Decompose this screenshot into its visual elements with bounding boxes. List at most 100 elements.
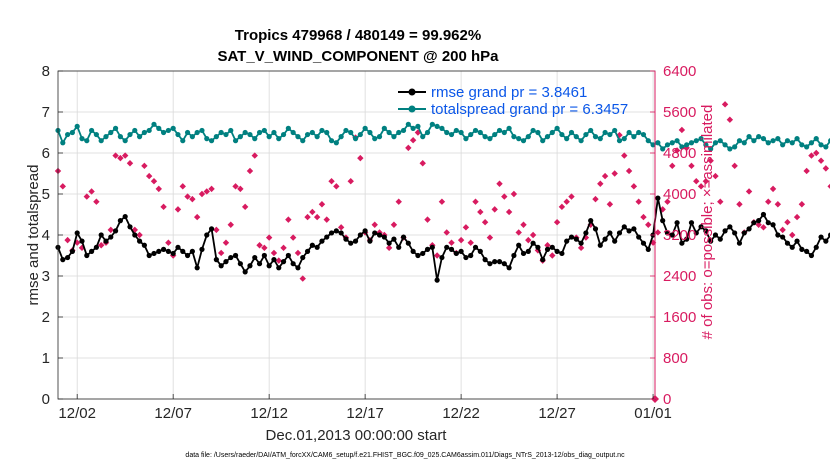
left-tick-label-1: 1: [42, 350, 50, 367]
totalspread-point-86: [468, 131, 474, 138]
rmse-point-114: [602, 236, 608, 242]
totalspread-point-72: [400, 127, 407, 134]
totalspread-point-69: [386, 129, 392, 136]
rmse-point-153: [789, 244, 795, 250]
obs-point-127: [664, 198, 671, 205]
totalspread-point-133: [693, 138, 699, 144]
rmse-point-129: [674, 220, 680, 226]
right-tick-label-2: 1600: [663, 309, 696, 326]
totalspread-point-141: [732, 144, 738, 150]
totalspread-point-56: [324, 129, 330, 136]
x-tick-label-6: 01/01: [634, 405, 672, 422]
totalspread-point-110: [583, 131, 589, 138]
totalspread-point-2: [64, 131, 71, 138]
obs-point-59: [337, 224, 345, 231]
obs-point-29: [193, 213, 201, 221]
rmse-point-14: [122, 213, 128, 220]
rmse-point-56: [324, 234, 330, 240]
rmse-point-93: [501, 261, 507, 267]
rmse-point-107: [568, 234, 575, 240]
obs-point-14: [121, 152, 129, 159]
rmse-point-137: [712, 232, 719, 238]
obs-point-115: [606, 201, 614, 208]
rmse-point-36: [228, 254, 234, 261]
totalspread-point-94: [506, 125, 512, 131]
rmse-point-147: [760, 211, 767, 218]
chart-title-line1: Tropics 479968 / 480149 = 99.962%: [235, 27, 481, 44]
obs-point-1: [59, 183, 66, 190]
rmse-point-133: [693, 230, 699, 236]
rmse-point-46: [276, 265, 282, 271]
totalspread-point-140: [727, 146, 733, 152]
rmse-point-13: [117, 218, 123, 224]
rmse-point-67: [376, 232, 383, 238]
totalspread-point-156: [804, 144, 810, 150]
totalspread-point-100: [535, 129, 541, 136]
rmse-point-31: [204, 232, 210, 238]
right-y-axis: 0 800 1600 2400 3200 4000 4800 5600 6400: [650, 63, 696, 408]
obs-point-47: [280, 244, 287, 252]
totalspread-point-9: [98, 138, 104, 144]
totalspread-point-122: [640, 131, 647, 138]
rmse-point-109: [578, 240, 584, 246]
rmse-point-24: [170, 250, 176, 257]
totalspread-point-45: [271, 129, 277, 136]
totalspread-point-23: [165, 127, 171, 134]
obs-point-33: [213, 226, 220, 234]
right-tick-label-7: 5600: [663, 104, 696, 121]
rmse-point-48: [285, 252, 291, 259]
totalspread-point-93: [501, 129, 507, 136]
right-tick-label-1: 800: [663, 350, 688, 367]
rmse-point-98: [525, 248, 531, 254]
obs-point-79: [433, 252, 441, 259]
obs-point-15: [126, 160, 134, 167]
totalspread-point-76: [420, 134, 426, 140]
totalspread-point-14: [122, 138, 128, 144]
totalspread-point-25: [175, 131, 181, 138]
rmse-point-78: [429, 244, 435, 250]
totalspread-point-98: [525, 134, 531, 140]
obs-point-19: [145, 172, 153, 180]
totalspread-point-82: [448, 131, 455, 138]
rmse-point-82: [448, 246, 455, 252]
totalspread-point-16: [132, 127, 138, 134]
left-tick-label-8: 8: [42, 63, 50, 80]
rmse-point-131: [684, 236, 690, 242]
rmse-point-136: [708, 238, 714, 244]
obs-point-46: [275, 257, 282, 264]
totalspread-point-150: [775, 136, 781, 142]
x-tick-label-5: 12/27: [538, 405, 576, 422]
rmse-point-16: [132, 232, 138, 238]
rmse-point-139: [722, 228, 728, 234]
obs-point-52: [304, 213, 311, 221]
totalspread-point-88: [477, 129, 483, 136]
rmse-point-97: [520, 250, 527, 257]
x-tick-label-3: 12/17: [346, 405, 384, 422]
totalspread-point-108: [573, 134, 579, 140]
obs-point-71: [395, 198, 402, 205]
rmse-point-125: [655, 195, 661, 201]
totalspread-point-6: [84, 138, 90, 144]
obs-point-109: [577, 244, 585, 252]
obs-point-131: [683, 144, 690, 152]
totalspread-point-148: [765, 140, 771, 146]
obs-point-30: [198, 190, 206, 198]
totalspread-point-95: [511, 134, 517, 140]
rmse-point-110: [583, 230, 589, 236]
totalspread-point-77: [424, 129, 431, 136]
x-axis-label: Dec.01,2013 00:00:00 start: [266, 427, 448, 444]
obs-point-87: [472, 198, 479, 205]
right-tick-label-0: 0: [663, 391, 671, 408]
obs-point-150: [774, 201, 782, 208]
rmse-point-101: [540, 257, 546, 263]
obs-point-104: [553, 218, 561, 226]
obs-point-74: [409, 136, 417, 144]
obs-point-69: [385, 244, 393, 252]
obs-point-40: [246, 167, 254, 175]
left-tick-label-4: 4: [42, 227, 50, 244]
rmse-point-80: [439, 254, 445, 261]
rmse-point-90: [487, 261, 493, 267]
obs-point-82: [448, 239, 455, 246]
obs-point-49: [289, 234, 297, 241]
obs-point-9: [97, 242, 105, 249]
